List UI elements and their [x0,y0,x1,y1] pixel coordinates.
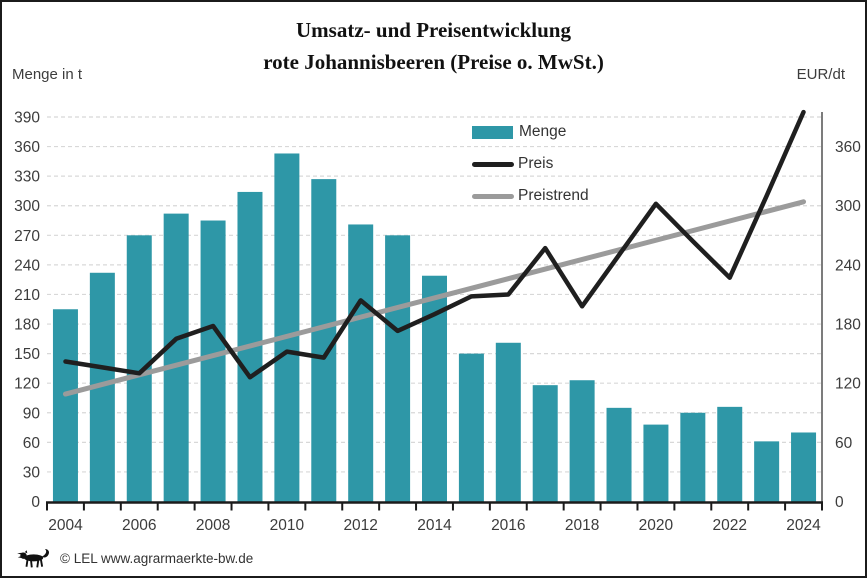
left-label-60: 60 [23,435,41,452]
x-label-2024: 2024 [786,517,821,534]
legend-item-preistrend: Preistrend [472,180,589,212]
right-label-0: 0 [835,494,844,511]
x-label-2010: 2010 [270,517,305,534]
x-label-2004: 2004 [48,517,83,534]
bar-2015 [458,353,484,503]
bar-2013 [385,235,411,503]
bar-2007 [163,213,189,503]
left-label-330: 330 [14,169,40,186]
x-label-2018: 2018 [565,517,599,534]
bar-2023 [754,441,780,503]
bar-2024 [791,432,817,503]
bar-2010 [274,153,300,503]
x-label-2020: 2020 [639,517,674,534]
footer-copyright-text: © LEL www.agrarmaerkte-bw.de [60,550,254,566]
legend-label-preistrend: Preistrend [518,187,589,204]
preis-line [63,109,806,380]
right-label-300: 300 [835,198,861,215]
footer: © LEL www.agrarmaerkte-bw.de [14,545,253,571]
left-label-270: 270 [14,228,40,245]
left-label-240: 240 [14,257,40,274]
x-axis-labels: 2004 2006 2008 2010 2012 2014 2016 2018 2020 2022… [48,517,821,534]
bar-2020 [643,424,669,503]
bar-2016 [495,342,521,503]
left-label-0: 0 [31,494,40,511]
right-axis-unit-label: EUR/dt [796,66,845,83]
bar-2008 [200,220,226,503]
bar-2021 [680,412,706,503]
left-label-90: 90 [23,405,41,422]
preistrend-line-swatch-icon [472,193,514,199]
bar-2004 [52,309,78,503]
right-label-120: 120 [835,376,861,393]
left-label-390: 390 [14,110,40,127]
x-label-2008: 2008 [196,517,230,534]
x-label-2012: 2012 [343,517,377,534]
chart-title: Umsatz- und Preisentwicklung rote Johann… [2,14,865,78]
y-axis-left-labels: 0 30 60 90 120 150 180 210 240 270 300 330 360 390 [14,110,40,512]
x-label-2022: 2022 [712,517,746,534]
preis-line-swatch-icon [472,161,514,167]
menge-bar-swatch-icon [472,125,513,139]
chart-legend: Menge Preis Preistrend [472,116,589,212]
x-label-2006: 2006 [122,517,156,534]
bar-2019 [606,407,632,503]
bar-2018 [569,380,595,503]
legend-item-preis: Preis [472,148,589,180]
left-label-360: 360 [14,139,40,156]
left-label-120: 120 [14,376,40,393]
left-axis-unit-label: Menge in t [12,66,83,83]
chart-title-line1: Umsatz- und Preisentwicklung [296,18,571,42]
left-label-210: 210 [14,287,40,304]
x-label-2016: 2016 [491,517,525,534]
right-label-360: 360 [835,139,861,156]
x-axis [46,501,823,511]
right-label-240: 240 [835,257,861,274]
bar-2006 [126,235,152,503]
right-label-180: 180 [835,317,861,334]
chart-title-line2: rote Johannisbeeren (Preise o. MwSt.) [263,50,604,74]
left-label-300: 300 [14,198,40,215]
legend-item-menge: Menge [472,116,589,148]
left-label-150: 150 [14,346,40,363]
left-label-180: 180 [14,317,40,334]
bar-2017 [532,385,558,503]
x-label-2014: 2014 [417,517,452,534]
legend-label-preis: Preis [518,155,554,172]
left-label-30: 30 [23,464,41,481]
y-axis-right-labels: 0 60 120 180 240 300 360 [835,139,861,511]
right-label-60: 60 [835,435,853,452]
legend-label-menge: Menge [519,123,567,140]
bar-2012 [348,224,374,503]
bar-2022 [717,406,743,503]
preistrend-line [62,199,807,397]
bw-lion-logo-icon [17,548,50,567]
